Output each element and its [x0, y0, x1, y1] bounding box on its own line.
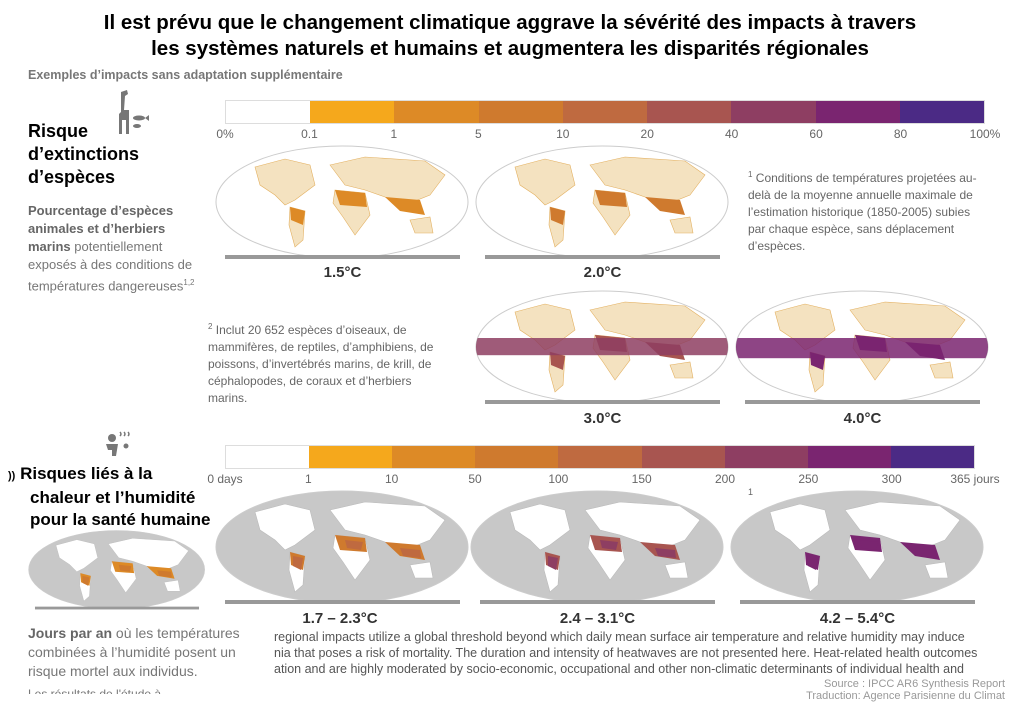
scale-tick-label: 100% — [969, 127, 1001, 141]
heading-line: chaleur et l’humidité — [30, 488, 196, 507]
scale-tick-label: 40 — [724, 127, 739, 141]
scale-swatch — [558, 446, 642, 468]
scale-swatch — [394, 101, 479, 123]
footnote-mark: 1 — [748, 170, 753, 179]
scale-tick-label: 300 — [881, 472, 902, 486]
translation-text: Traduction: Agence Parisienne du Climat — [806, 689, 1005, 702]
scale-swatch — [815, 101, 900, 123]
map-label: 4.2 – 5.4°C — [819, 610, 896, 627]
map-label: 3.0°C — [583, 410, 622, 427]
species-heading: Risque d’extinctions d’espèces — [28, 120, 139, 189]
scale-tick-label: 200 — [714, 472, 736, 486]
scale-tick-label: 10 — [384, 472, 399, 486]
footnote-ref: 1,2 — [183, 278, 195, 287]
scale-tick-label: 60 — [809, 127, 823, 141]
footnote-text: Inclut 20 652 espèces d’oiseaux, de mamm… — [208, 323, 434, 405]
scale-swatch — [647, 101, 732, 123]
footnote-2: 2 Inclut 20 652 espèces d’oiseaux, de ma… — [208, 318, 448, 407]
footnote-mark: 1 — [748, 487, 754, 497]
map-label: 2.4 – 3.1°C — [559, 610, 636, 627]
species-map-1-5 — [215, 145, 470, 260]
title-line: Il est prévu que le changement climatiqu… — [103, 11, 917, 34]
heat-heading: )) Risques liés à la chaleur et l’humidi… — [8, 463, 210, 531]
scale-tick-label: 365 jours — [950, 472, 1000, 486]
scale-tick-label: 0% — [216, 127, 234, 141]
map-label: 2.0°C — [583, 264, 622, 281]
species-color-scale: 0% 0.1 1 5 10 20 40 60 80 100% — [216, 100, 1000, 143]
page-title: Il est prévu que le changement climatiqu… — [0, 10, 1020, 62]
heat-map-4-2 — [730, 490, 985, 605]
scale-tick-label: 1 — [304, 472, 312, 486]
heading-line: d’espèces — [28, 167, 116, 187]
heading-line: d’extinctions — [28, 144, 140, 164]
scale-swatch — [309, 446, 393, 468]
subtitle: Exemples d’impacts sans adaptation suppl… — [28, 68, 343, 82]
species-map-2-0 — [475, 145, 730, 260]
species-map-3-0 — [475, 290, 730, 405]
heat-map-1-7 — [215, 490, 470, 605]
map-label: 1.5°C — [323, 264, 362, 281]
desc-bold: Pourcentage d’espèces animales et d’herb… — [28, 203, 174, 254]
note-line: regional impacts utilize a global thresh… — [274, 630, 965, 644]
desc-text: potentiellement exposés à des conditions… — [28, 239, 193, 294]
scale-swatch — [392, 446, 476, 468]
scale-swatch — [478, 101, 563, 123]
species-map-4-0 — [735, 290, 990, 405]
giraffe-fish-icon — [103, 88, 153, 141]
scale-swatch — [226, 446, 310, 468]
heading-prefix: )) — [8, 470, 16, 482]
heat-map-2-4 — [470, 490, 725, 605]
scale-tick-label: 150 — [631, 472, 652, 486]
scale-swatch — [724, 446, 808, 468]
scale-tick-label: 1 — [390, 127, 398, 141]
desc-bold: Jours par an — [28, 625, 113, 641]
scale-swatch — [310, 101, 395, 123]
scale-tick-label: 80 — [893, 127, 908, 141]
map-label: 4.0°C — [843, 410, 882, 427]
scale-tick-label: 0.1 — [301, 127, 318, 141]
scale-swatch — [475, 446, 559, 468]
source-text: Source : IPCC AR6 Synthesis Report — [824, 678, 1005, 690]
footnote-mark: 2 — [208, 322, 213, 331]
scale-swatch — [807, 446, 891, 468]
english-note: regional impacts utilize a global thresh… — [274, 629, 1014, 677]
heading-line: pour la santé humaine — [30, 510, 211, 529]
desc-cut-text: Les résultats de l'étude à ... — [28, 687, 175, 694]
scale-swatch — [731, 101, 816, 123]
scale-tick-label: 0 days — [207, 472, 243, 486]
scale-swatch — [641, 446, 725, 468]
scale-tick-label: 10 — [556, 127, 570, 141]
title-line: les systèmes naturels et humains et augm… — [151, 37, 869, 60]
scale-tick-label: 100 — [548, 472, 569, 486]
heat-color-scale: 0 days 1 10 50 100 150 200 250 300 365 jours — [207, 445, 1000, 488]
heat-description: Jours par an où les températures combiné… — [28, 624, 266, 694]
scale-swatch — [226, 101, 311, 123]
scale-tick-label: 20 — [640, 127, 654, 141]
desc-text: où les températures combinées à l’humidi… — [28, 625, 240, 679]
source-credit: Source : IPCC AR6 Synthesis Report Traduc… — [600, 678, 1005, 702]
heading-line: Risques liés à la — [20, 464, 153, 483]
map-label: 1.7 – 2.3°C — [302, 610, 378, 627]
note-line: ation and are highly moderated by socio-… — [274, 662, 964, 676]
species-description: Pourcentage d’espèces animales et d’herb… — [28, 202, 203, 295]
scale-tick-label: 50 — [468, 472, 482, 486]
scale-tick-label: 250 — [798, 472, 819, 486]
note-line: nia that poses a risk of mortality. The … — [274, 646, 978, 660]
scale-swatch — [890, 446, 974, 468]
scale-swatch — [562, 101, 648, 123]
heading-line: Risque — [28, 121, 89, 141]
footnote-1: 1 Conditions de températures projetées a… — [748, 166, 978, 255]
heat-map-baseline — [28, 528, 206, 612]
footnote-text: Conditions de températures projetées au-… — [748, 171, 977, 253]
heat-person-icon — [102, 430, 134, 463]
scale-swatch — [899, 101, 984, 123]
scale-tick-label: 5 — [474, 127, 482, 141]
